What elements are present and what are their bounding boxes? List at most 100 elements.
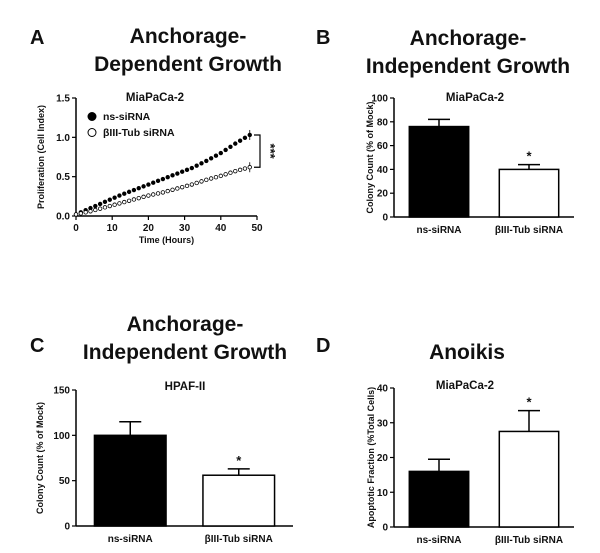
panel-c-bar-ns-sirna: [93, 434, 167, 527]
panel-a-series-ns-sirna-point: [223, 147, 228, 153]
panel-b-title-line: Independent Growth: [366, 55, 570, 78]
panel-a-series-ns-sirna-point: [160, 176, 166, 182]
panel-c-y-tick-label: 100: [53, 431, 70, 442]
panel-a-series-biii-tub-sirna-point: [97, 206, 103, 211]
panel-a-series-biii-tub-sirna-point: [184, 183, 190, 189]
panel-a-series-biii-tub-sirna-point: [223, 172, 228, 177]
panel-a-series-ns-sirna-point: [247, 132, 252, 138]
panel-b-y-tick-label: 40: [377, 165, 389, 176]
panel-a-series-ns-sirna-point: [199, 161, 204, 166]
panel-c-y-tick-label: 150: [53, 386, 70, 397]
panel-a-y-tick-label: 0.5: [56, 172, 70, 183]
panel-d-y-tick-label: 30: [377, 418, 389, 429]
panel-a-series-biii-tub-sirna-point: [155, 191, 161, 196]
panel-a-x-tick-label: 10: [107, 223, 119, 234]
panel-a-series-ns-sirna-point: [141, 184, 146, 189]
panel-d-x-category-label-biii-tub-sirna: βIII-Tub siRNA: [495, 535, 563, 546]
panel-a-x-axis-label: Time (Hours): [139, 235, 194, 245]
panel-a-series-biii-tub-sirna-point: [126, 198, 132, 203]
panel-a-series-ns-sirna-point: [237, 138, 243, 143]
panel-a-series-ns-sirna-point: [122, 191, 127, 196]
panel-d-bar-biii-tub-sirna: [498, 430, 560, 528]
panel-c-letter: C: [30, 335, 44, 357]
panel-a-x-tick-label: 0: [73, 223, 79, 234]
panel-c-y-tick-label: 0: [64, 522, 70, 533]
panel-d-y-axis-label: Apoptotic Fraction (%Total Cells): [366, 387, 376, 528]
panel-a-series-ns-sirna-point: [228, 144, 233, 149]
panel-a-series-ns-sirna-point: [242, 135, 248, 141]
panel-b-y-tick-label: 60: [377, 141, 389, 152]
panel-a-series-biii-tub-sirna-point: [199, 179, 204, 184]
panel-d-significance-label: *: [526, 395, 532, 410]
panel-b-x-category-label-ns-sirna: ns-siRNA: [416, 225, 461, 236]
panel-a-series-biii-tub-sirna-point: [131, 197, 137, 202]
panel-b-bar-biii-tub-sirna: [498, 168, 560, 218]
panel-a-series-ns-sirna-point: [126, 189, 132, 195]
panel-a-series-ns-sirna-point: [170, 173, 175, 178]
panel-a-series-biii-tub-sirna-point: [88, 209, 93, 214]
panel-a-series-biii-tub-sirna-point: [179, 184, 185, 190]
panel-a-series-ns-sirna-point: [218, 150, 223, 156]
panel-a-series-biii-tub-sirna-point: [165, 188, 170, 194]
panel-a-series-biii-tub-sirna-point: [237, 167, 243, 173]
legend-label-biii-tub-sirna: βIII-Tub siRNA: [103, 127, 175, 139]
panel-a-series-biii-tub-sirna-point: [117, 201, 122, 206]
panel-a-series-ns-sirna-point: [184, 167, 190, 173]
panel-b-x-category-label-biii-tub-sirna: βIII-Tub siRNA: [495, 225, 563, 236]
panel-b-letter: B: [316, 27, 330, 49]
panel-a-series-biii-tub-sirna-point: [213, 174, 219, 180]
panel-a-series-biii-tub-sirna-point: [78, 211, 84, 216]
panel-b-y-axis-label: Colony Count (% of Mock): [365, 102, 375, 214]
panel-b-title-line: Anchorage-: [410, 27, 527, 50]
panel-d-subtitle: MiaPaCa-2: [436, 380, 494, 392]
panel-c-title-line: Anchorage-: [127, 313, 244, 336]
panel-a-title-line: Anchorage-: [130, 25, 247, 48]
panel-a-series-biii-tub-sirna-point: [136, 195, 141, 201]
panel-a-series-biii-tub-sirna-point: [83, 210, 88, 215]
panel-c-title-line: Independent Growth: [83, 341, 287, 364]
panel-a-series-ns-sirna-point: [112, 195, 117, 200]
panel-a-series-ns-sirna-point: [97, 201, 103, 207]
panel-a-series-ns-sirna-point: [208, 156, 214, 161]
panel-c-x-category-label-biii-tub-sirna: βIII-Tub siRNA: [205, 534, 273, 545]
panel-a-series-biii-tub-sirna-point: [151, 192, 156, 197]
panel-a-series-biii-tub-sirna-point: [242, 166, 248, 171]
panel-a-series-biii-tub-sirna-point: [73, 212, 79, 217]
panel-d-title-line: Anoikis: [429, 341, 505, 364]
panel-a-title-line: Dependent Growth: [94, 53, 282, 76]
panel-a-series-ns-sirna-point: [107, 197, 112, 202]
panel-a-x-tick-label: 20: [143, 223, 155, 234]
panel-a-x-tick-label: 50: [251, 223, 263, 234]
panel-a-series-biii-tub-sirna-point: [208, 176, 214, 181]
panel-a-series-ns-sirna-point: [117, 193, 122, 198]
panel-c-bar-biii-tub-sirna: [202, 474, 276, 527]
panel-a-series-ns-sirna-point: [179, 169, 185, 174]
panel-a-series-biii-tub-sirna-point: [122, 199, 127, 205]
panel-a-letter: A: [30, 27, 44, 49]
panel-b-y-tick-label: 0: [382, 213, 388, 224]
panel-a-series-ns-sirna-point: [165, 174, 170, 180]
panel-d-y-tick-label: 0: [382, 523, 388, 534]
panel-a-series-biii-tub-sirna-point: [233, 168, 238, 174]
panel-d-letter: D: [316, 335, 330, 357]
legend-label-ns-sirna: ns-siRNA: [103, 111, 151, 123]
panel-a-series-biii-tub-sirna-point: [160, 190, 166, 195]
panel-a-series-ns-sirna-point: [151, 180, 156, 185]
legend-marker-biii-tub-sirna: [87, 128, 97, 137]
panel-d-x-category-label-ns-sirna: ns-siRNA: [416, 535, 461, 546]
panel-a-series-biii-tub-sirna-point: [93, 207, 98, 213]
panel-a-series-ns-sirna-point: [233, 141, 238, 146]
panel-a-series-biii-tub-sirna-point: [170, 187, 175, 192]
panel-a-series-ns-sirna-point: [136, 186, 141, 191]
panel-d-y-tick-label: 10: [377, 488, 389, 499]
panel-a-series-biii-tub-sirna-point: [175, 186, 180, 191]
panel-c-subtitle: HPAF-II: [165, 381, 206, 393]
panel-b-bar-ns-sirna: [408, 125, 470, 218]
panel-a-subtitle: MiaPaCa-2: [126, 92, 184, 104]
panel-a-series-ns-sirna-point: [194, 163, 199, 168]
panel-a-series-biii-tub-sirna-point: [189, 182, 195, 187]
panel-a-y-tick-label: 1.5: [56, 94, 70, 105]
panel-a-series-ns-sirna-point: [189, 165, 195, 171]
panel-a-significance-label: ***: [263, 144, 278, 160]
